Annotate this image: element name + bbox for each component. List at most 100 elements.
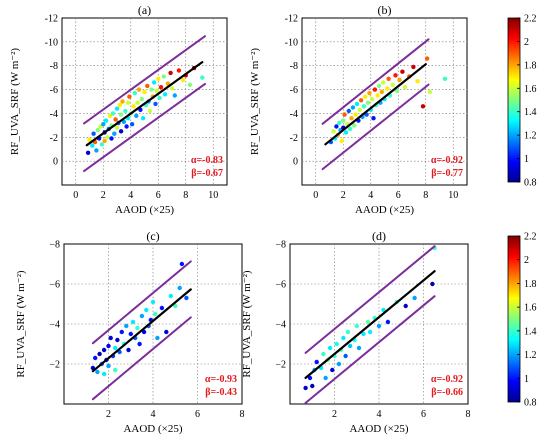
scatter-point [105, 135, 110, 140]
scatter-point [361, 331, 366, 337]
scatter-point [147, 108, 153, 114]
scatter-point [442, 76, 448, 82]
y-tick-label: -2 [50, 133, 58, 144]
lower-bound-line [304, 295, 436, 404]
scatter-point [93, 355, 98, 361]
beta-annotation: β=-0.43 [205, 387, 237, 398]
x-tick-label: 8 [240, 409, 245, 420]
lower-bound-line [83, 82, 206, 173]
scatter-point [112, 131, 117, 136]
tick-labels: 0 2 4 6 8 10 0 -2 -4 -6 -8 -10 -12 [285, 14, 459, 202]
y-tick-label: 0 [53, 157, 58, 168]
scatter-point [365, 100, 371, 105]
scatter-point [87, 137, 92, 142]
panel-label: (c) [146, 229, 159, 243]
scatter-point [168, 293, 173, 299]
x-axis-label: AAOD (×25) [115, 204, 174, 216]
colorbar-tick-label: 1.2 [524, 350, 537, 361]
alpha-annotation: α=-0.93 [205, 374, 237, 385]
y-tick-label: -12 [45, 14, 58, 25]
colorbar-top: 0.8 1 1.2 1.4 1.6 1.8 2 2.2 [507, 14, 537, 189]
y-tick-label: −6 [275, 280, 286, 291]
y-tick-label: -8 [50, 61, 58, 72]
upper-bound-line [304, 245, 436, 354]
y-tick-label: -10 [285, 37, 298, 48]
scatter-point [179, 261, 185, 267]
scatter-point [110, 111, 116, 116]
colorbar-tick-label: 1 [524, 154, 529, 165]
scatter-point [336, 120, 342, 126]
scatter-point [120, 99, 125, 104]
scatter-point [356, 345, 362, 351]
y-axis-label: RF_UVA_SRF (W m⁻²) [15, 270, 27, 377]
plot-area [61, 17, 228, 186]
data-marks [90, 260, 192, 401]
x-tick-label: 10 [208, 190, 218, 201]
scatter-point [354, 323, 359, 329]
panel-a: 0 2 4 6 8 10 0 -2 -4 -6 -8 -10 -12 (a) AAOD (×25) RF… [9, 3, 228, 216]
scatter-point [165, 81, 171, 86]
x-tick-label: 8 [466, 409, 471, 420]
scatter-point [124, 124, 129, 129]
scatter-point [124, 323, 129, 329]
scatter-point [155, 335, 160, 341]
scatter-point [180, 77, 186, 83]
x-tick-label: 0 [313, 190, 318, 201]
scatter-point [102, 138, 107, 144]
scatter-point [353, 112, 358, 117]
scatter-point [101, 347, 107, 353]
scatter-point [336, 361, 342, 367]
scatter-point [330, 367, 335, 373]
scatter-point [134, 113, 139, 119]
scatter-point [327, 345, 333, 351]
colorbar-ticks: 0.8 1 1.2 1.4 1.6 1.8 2 2.2 [517, 232, 537, 409]
scatter-point [427, 89, 433, 95]
y-tick-label: -10 [45, 37, 58, 48]
scatter-point [420, 104, 426, 109]
scatter-point [390, 82, 395, 88]
y-tick-label: -6 [50, 85, 58, 96]
x-tick-label: 2 [341, 190, 346, 201]
scatter-point [372, 87, 378, 92]
scatter-point [412, 295, 417, 301]
scatter-point [415, 79, 420, 84]
scatter-point [101, 122, 106, 127]
colorbar-tick-label: 2 [524, 37, 529, 48]
colorbar-tick-label: 1.4 [524, 107, 537, 118]
plot-area [301, 17, 468, 186]
scatter-point [106, 343, 111, 349]
scatter-point [91, 131, 96, 136]
scatter-point [117, 102, 123, 108]
scatter-point [99, 142, 105, 147]
x-tick-label: 2 [332, 409, 337, 420]
scatter-point [345, 329, 351, 335]
scatter-point [115, 337, 120, 343]
scatter-point [139, 96, 144, 102]
scatter-point [156, 76, 161, 82]
scatter-point [157, 95, 162, 101]
colorbar-tick-label: 1.2 [524, 131, 537, 142]
scatter-point [159, 305, 165, 311]
scatter-point [363, 94, 368, 99]
scatter-point [367, 329, 373, 335]
x-tick-label: 6 [156, 190, 161, 201]
upper-bound-line [91, 260, 192, 345]
scatter-point [113, 117, 118, 122]
colorbar-tick-label: 0.8 [524, 178, 537, 189]
scatter-point [109, 136, 114, 141]
scatter-point [341, 118, 346, 123]
x-tick-label: 4 [368, 190, 373, 201]
scatter-point [379, 89, 384, 95]
scatter-point [381, 307, 386, 313]
scatter-point [118, 129, 124, 134]
colorbar-tick-label: 2 [524, 255, 529, 266]
scatter-point [184, 295, 189, 301]
tick-labels: 0 2 4 6 8 10 0 -2 -4 -6 -8 -10 -12 [45, 14, 219, 202]
scatter-point [365, 319, 371, 325]
scatter-point [126, 347, 131, 353]
scatter-point [158, 85, 164, 90]
colorbar-tick-label: 1 [524, 374, 529, 385]
colorbar-gradient [507, 17, 521, 183]
scatter-point [131, 104, 136, 109]
scatter-point [400, 69, 405, 74]
